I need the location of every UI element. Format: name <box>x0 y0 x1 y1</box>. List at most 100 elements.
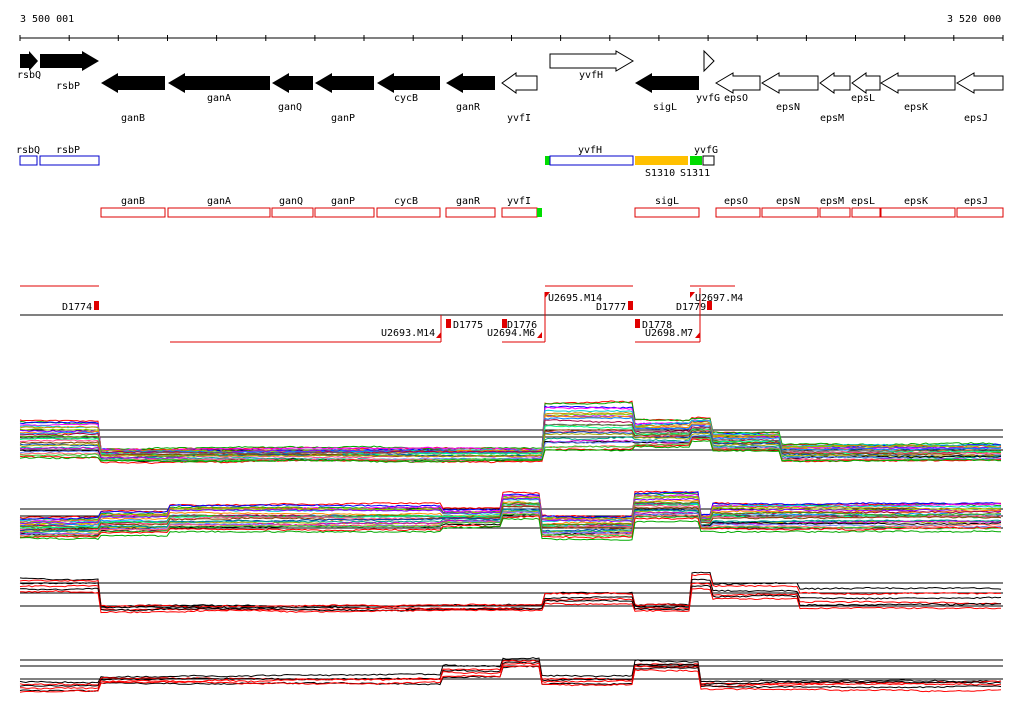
forward-annotation-track: rsbQ rsbP yvfH yvfG S1310 S1311 <box>16 145 718 179</box>
gene-arrow-rsbQ[interactable] <box>20 51 38 71</box>
red-box-ganR[interactable] <box>445 207 496 218</box>
red-box-ganB[interactable] <box>100 207 166 218</box>
blue-label-yvfH: yvfH <box>578 145 602 156</box>
gene-label-yvfI: yvfI <box>507 113 531 124</box>
gene-arrows-track: rsbQ rsbP ganB ganA ganQ ganP cycB ganR … <box>17 49 1004 124</box>
orange-label-S1311: S1311 <box>680 168 710 179</box>
red-box-epsJ[interactable] <box>956 207 1004 218</box>
green-box-S1311[interactable] <box>690 156 702 165</box>
gene-label-epsL: epsL <box>851 93 875 104</box>
segment-marker-D1777[interactable] <box>628 301 633 310</box>
expression-profile <box>19 662 1002 690</box>
red-label-ganP: ganP <box>331 196 355 207</box>
segment-label-U2693: U2693.M14 <box>381 328 435 339</box>
red-label-yvfI: yvfI <box>507 196 531 207</box>
gene-label-rsbP: rsbP <box>56 81 80 92</box>
segment-marker-D1778[interactable] <box>635 319 640 328</box>
expression-track-2 <box>19 490 1003 541</box>
red-box-ganQ[interactable] <box>271 207 314 218</box>
gene-arrow-epsN[interactable] <box>761 72 819 94</box>
gene-label-sigL: sigL <box>653 102 677 113</box>
segment-label-D1774: D1774 <box>62 302 92 313</box>
segment-marker-D1776[interactable] <box>502 319 507 328</box>
gene-arrow-cycB[interactable] <box>377 73 440 93</box>
segment-label-D1778: D1778 <box>642 320 672 331</box>
red-label-ganR: ganR <box>456 196 481 207</box>
segment-marker-U2694[interactable] <box>537 332 542 338</box>
gene-arrow-ganP[interactable] <box>315 73 374 93</box>
orange-box-S1310[interactable] <box>635 156 688 165</box>
gene-label-ganQ: ganQ <box>278 102 302 113</box>
expression-profile <box>19 440 1002 463</box>
red-label-epsL: epsL <box>851 196 875 207</box>
red-box-ganP[interactable] <box>314 207 375 218</box>
expression-profile <box>19 665 1002 693</box>
segment-label-D1776: D1776 <box>507 320 537 331</box>
gene-arrow-epsK[interactable] <box>880 72 956 94</box>
expression-profile <box>20 587 1002 614</box>
red-label-epsJ: epsJ <box>964 196 988 207</box>
gene-label-ganR: ganR <box>456 102 481 113</box>
segment-marker-D1774[interactable] <box>94 301 99 310</box>
gene-arrow-ganQ[interactable] <box>272 73 313 93</box>
red-label-ganB: ganB <box>121 196 145 207</box>
expression-profile <box>19 582 1002 611</box>
expression-profile <box>19 501 1002 529</box>
gene-arrow-ganA[interactable] <box>168 73 270 93</box>
gene-arrow-epsJ[interactable] <box>956 72 1004 94</box>
red-box-ganA[interactable] <box>167 207 271 218</box>
gene-label-cycB: cycB <box>394 93 418 104</box>
blue-box-rsbQ[interactable] <box>19 155 38 166</box>
expression-profile <box>19 491 1002 521</box>
gene-arrow-rsbP[interactable] <box>40 51 99 71</box>
red-box-epsN[interactable] <box>761 207 819 218</box>
gene-arrow-ganB[interactable] <box>101 73 165 93</box>
segment-label-D1779: D1779 <box>676 302 706 313</box>
segment-marker-D1779[interactable] <box>707 301 712 310</box>
red-box-yvfI[interactable] <box>501 207 538 218</box>
gene-label-epsK: epsK <box>904 102 928 113</box>
blue-box-yvfH[interactable] <box>549 155 634 166</box>
segment-marker-U2697[interactable] <box>690 292 695 298</box>
red-box-epsM[interactable] <box>819 207 851 218</box>
gene-arrow-yvfG[interactable] <box>703 49 715 73</box>
red-label-epsO: epsO <box>724 196 748 207</box>
green-marker-yvfH <box>545 156 550 165</box>
gene-label-yvfH: yvfH <box>579 70 603 81</box>
gene-arrow-sigL[interactable] <box>635 73 699 93</box>
segment-marker-U2693[interactable] <box>436 332 441 338</box>
red-label-epsM: epsM <box>820 196 844 207</box>
gene-arrow-epsM[interactable] <box>819 72 851 94</box>
gene-arrow-epsL[interactable] <box>851 72 881 94</box>
gene-label-ganB: ganB <box>121 113 145 124</box>
blue-label-yvfG: yvfG <box>694 145 718 156</box>
red-box-epsL[interactable] <box>851 207 881 218</box>
segment-marker-U2695[interactable] <box>545 292 550 298</box>
red-label-sigL: sigL <box>655 196 679 207</box>
gene-arrow-yvfH[interactable] <box>549 50 634 72</box>
gene-arrow-yvfI[interactable] <box>501 72 538 94</box>
gene-label-rsbQ: rsbQ <box>17 70 41 81</box>
gene-label-ganP: ganP <box>331 113 355 124</box>
expression-track-3 <box>19 571 1003 614</box>
red-box-epsK[interactable] <box>880 207 956 218</box>
segment-marker-D1775[interactable] <box>446 319 451 328</box>
expression-profile <box>19 497 1002 525</box>
gene-arrow-epsO[interactable] <box>715 72 761 94</box>
expression-profile <box>19 508 1002 534</box>
green-marker-yvfI <box>537 208 542 217</box>
segment-marker-U2698[interactable] <box>695 332 700 338</box>
expression-profile <box>19 499 1002 527</box>
segment-label-D1775: D1775 <box>453 320 483 331</box>
gene-arrow-ganR[interactable] <box>446 73 495 93</box>
red-box-epsO[interactable] <box>715 207 761 218</box>
expression-profile <box>19 432 1002 458</box>
blue-box-yvfG[interactable] <box>702 155 715 166</box>
expression-profile <box>19 511 1002 536</box>
red-box-cycB[interactable] <box>376 207 441 218</box>
gene-label-epsN: epsN <box>776 102 800 113</box>
blue-box-rsbP[interactable] <box>39 155 100 166</box>
red-box-sigL[interactable] <box>634 207 700 218</box>
red-label-ganQ: ganQ <box>279 196 303 207</box>
